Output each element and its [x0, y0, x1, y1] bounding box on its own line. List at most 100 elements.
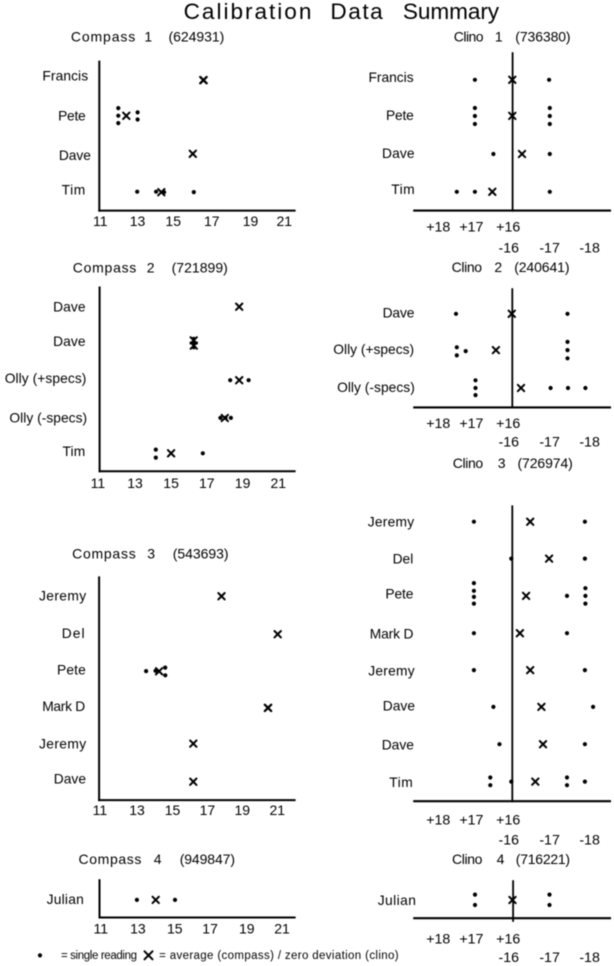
svg-text:-16: -16 [499, 832, 520, 848]
svg-text:Pete: Pete [57, 663, 86, 678]
svg-text:21: 21 [271, 475, 287, 491]
svg-text:4: 4 [497, 851, 505, 867]
svg-text:13: 13 [130, 921, 146, 937]
svg-text:Jeremy: Jeremy [368, 664, 414, 679]
svg-text:19: 19 [243, 213, 259, 229]
svg-text:3: 3 [147, 545, 155, 561]
svg-text:(736380): (736380) [515, 29, 570, 45]
svg-text:= average (compass) / zero dev: = average (compass) / zero deviation (cl… [159, 950, 399, 962]
svg-text:Olly (-specs): Olly (-specs) [9, 410, 87, 425]
svg-text:11: 11 [93, 802, 108, 818]
svg-text:+17: +17 [459, 416, 483, 432]
svg-text:2: 2 [494, 259, 502, 275]
svg-text:Clino: Clino [452, 851, 483, 867]
svg-text:2: 2 [147, 259, 155, 275]
svg-text:Clino: Clino [452, 259, 483, 275]
svg-text:17: 17 [202, 921, 218, 937]
svg-text:+17: +17 [459, 219, 483, 235]
svg-text:Del: Del [393, 552, 414, 567]
svg-text:15: 15 [167, 921, 183, 937]
svg-text:(949847): (949847) [180, 851, 235, 867]
svg-text:19: 19 [235, 475, 251, 491]
svg-text:+18: +18 [426, 932, 450, 948]
svg-text:Olly (-specs): Olly (-specs) [337, 380, 415, 395]
svg-text:21: 21 [270, 802, 286, 818]
svg-text:Julian: Julian [47, 892, 84, 907]
svg-text:+16: +16 [496, 813, 520, 829]
svg-text:Tim: Tim [63, 444, 86, 459]
svg-text:+16: +16 [496, 219, 520, 235]
svg-text:Del: Del [62, 626, 85, 641]
svg-text:Summary: Summary [403, 0, 500, 24]
svg-text:-18: -18 [579, 435, 600, 451]
svg-text:Dave: Dave [53, 334, 86, 349]
svg-text:21: 21 [277, 213, 293, 229]
svg-text:Calibration: Calibration [184, 0, 312, 24]
svg-text:Olly (+specs): Olly (+specs) [5, 371, 87, 386]
svg-text:Clino: Clino [454, 29, 484, 45]
svg-text:11: 11 [94, 921, 109, 937]
svg-text:19: 19 [239, 921, 255, 937]
svg-text:Francis: Francis [369, 70, 414, 85]
svg-text:-16: -16 [499, 435, 520, 451]
svg-text:1: 1 [495, 29, 503, 45]
svg-text:+16: +16 [496, 932, 520, 948]
svg-text:17: 17 [200, 802, 216, 818]
svg-text:Compass: Compass [79, 851, 142, 867]
svg-text:Jeremy: Jeremy [39, 589, 86, 604]
svg-text:15: 15 [165, 802, 181, 818]
svg-text:15: 15 [163, 475, 179, 491]
svg-text:Compass: Compass [72, 545, 136, 561]
svg-text:Tim: Tim [389, 775, 412, 790]
svg-text:13: 13 [127, 475, 143, 491]
svg-text:Tim: Tim [391, 182, 414, 197]
svg-text:Dave: Dave [383, 306, 415, 321]
svg-text:Dave: Dave [382, 737, 415, 752]
svg-text:(240641): (240641) [514, 259, 569, 275]
svg-text:= single reading: = single reading [61, 950, 137, 962]
svg-text:Mark D: Mark D [370, 626, 414, 641]
svg-text:11: 11 [91, 475, 106, 491]
svg-text:-17: -17 [539, 950, 560, 966]
svg-text:-17: -17 [539, 241, 560, 257]
svg-text:Dave: Dave [382, 146, 415, 161]
svg-text:-18: -18 [579, 241, 600, 257]
svg-text:+18: +18 [426, 416, 450, 432]
svg-text:Pete: Pete [386, 108, 414, 123]
svg-text:-17: -17 [539, 435, 560, 451]
svg-text:21: 21 [274, 921, 290, 937]
svg-text:-18: -18 [579, 832, 600, 848]
svg-text:Pete: Pete [58, 109, 86, 124]
svg-text:+17: +17 [459, 932, 483, 948]
svg-text:Francis: Francis [42, 69, 88, 84]
svg-text:Tim: Tim [62, 182, 86, 197]
svg-text:Data: Data [330, 0, 383, 24]
svg-text:Pete: Pete [385, 586, 413, 601]
svg-text:Mark D: Mark D [42, 699, 85, 714]
svg-text:(624931): (624931) [169, 29, 225, 45]
svg-text:Olly (+specs): Olly (+specs) [333, 342, 414, 357]
svg-text:(716221): (716221) [516, 851, 570, 867]
svg-text:-18: -18 [579, 950, 600, 966]
svg-text:13: 13 [129, 802, 145, 818]
svg-text:4: 4 [154, 851, 162, 867]
svg-text:Jeremy: Jeremy [368, 514, 414, 529]
svg-text:+16: +16 [496, 416, 520, 432]
svg-text:17: 17 [199, 475, 215, 491]
svg-text:(543693): (543693) [173, 545, 229, 561]
svg-text:(726974): (726974) [518, 455, 573, 471]
svg-text:-16: -16 [499, 241, 520, 257]
svg-text:Compass: Compass [71, 29, 135, 45]
svg-text:+17: +17 [459, 813, 483, 829]
svg-text:Jeremy: Jeremy [39, 737, 86, 752]
svg-text:Clino: Clino [453, 455, 484, 471]
svg-text:Dave: Dave [383, 698, 416, 713]
svg-text:11: 11 [93, 213, 108, 229]
svg-text:17: 17 [204, 213, 220, 229]
svg-text:+18: +18 [426, 219, 450, 235]
svg-text:(721899): (721899) [172, 259, 228, 275]
svg-text:1: 1 [144, 29, 152, 45]
svg-text:Compass: Compass [73, 259, 137, 275]
svg-text:15: 15 [165, 213, 181, 229]
svg-text:-16: -16 [499, 950, 520, 966]
